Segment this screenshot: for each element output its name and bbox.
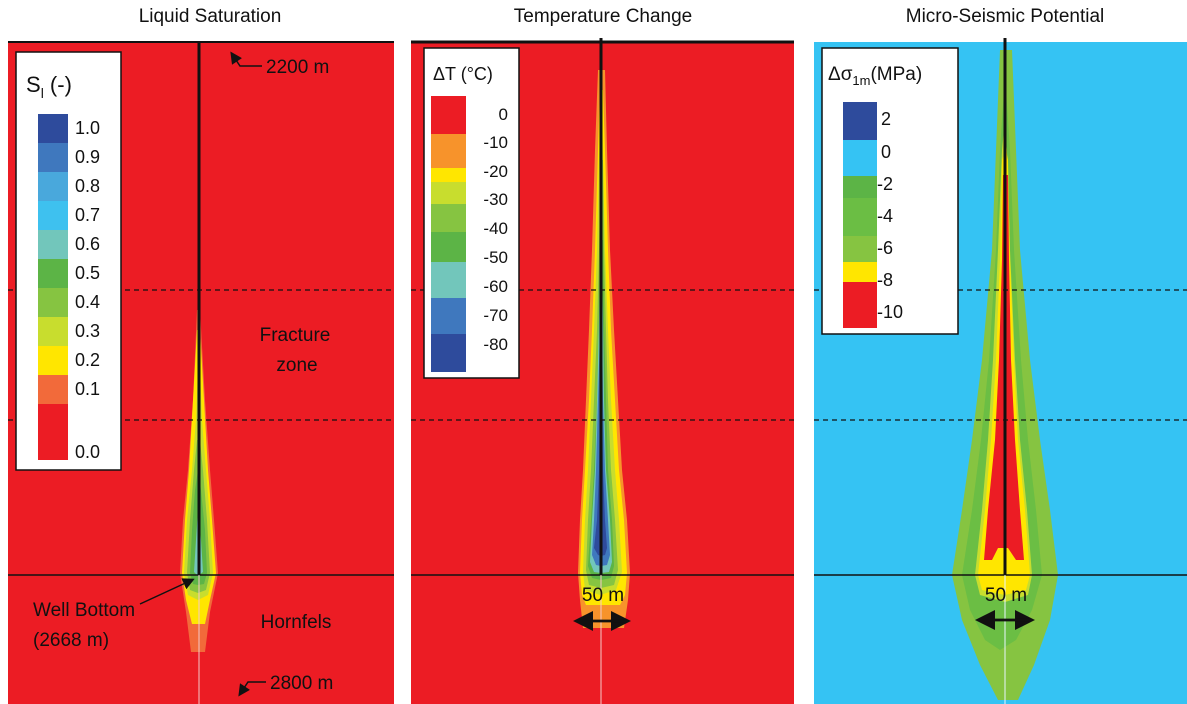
temperature-legend-title: ΔT (°C) <box>433 64 493 84</box>
saturation-legend-label: 0.0 <box>75 442 100 462</box>
saturation-legend-label: 0.8 <box>75 176 100 196</box>
fracture-zone-label: Fracture <box>260 325 331 346</box>
saturation-legend-label: 1.0 <box>75 118 100 138</box>
saturation-swatch-0.4-0.5 <box>38 259 68 288</box>
bottom-depth-arrow <box>238 681 266 697</box>
temperature-swatch-minus80 <box>431 334 466 372</box>
saturation-swatch-0.9-1.0 <box>38 114 68 143</box>
saturation-swatch-0.1-0.2 <box>38 346 68 375</box>
temperature-swatch-minus30 <box>431 182 466 204</box>
temperature-swatch-minus60 <box>431 262 466 298</box>
panel-title-temperature-change: Temperature Change <box>513 6 693 27</box>
saturation-swatch-0.5-0.6 <box>38 230 68 259</box>
temperature-legend-label: -50 <box>483 248 508 267</box>
temperature-legend-label: 0 <box>499 105 508 124</box>
saturation-legend-label: 0.2 <box>75 350 100 370</box>
micro-seismic-legend-label: 2 <box>881 109 891 129</box>
saturation-legend-label: 0.1 <box>75 379 100 399</box>
well-bottom-label: Well Bottom <box>33 600 135 621</box>
saturation-swatch-0.2-0.3 <box>38 317 68 346</box>
temperature-swatch-0 <box>431 96 466 134</box>
micro-seismic-legend-label: -8 <box>877 270 893 290</box>
micro-seismic-legend-label: -6 <box>877 238 893 258</box>
micro-seismic-swatch-minus4 <box>843 198 877 236</box>
micro-seismic-legend-label: 0 <box>881 142 891 162</box>
saturation-legend-box <box>15 51 122 471</box>
temperature-legend-label: -60 <box>483 277 508 296</box>
saturation-swatch-0.0-0.1 <box>38 375 68 404</box>
saturation-legend-label: 0.5 <box>75 263 100 283</box>
panel-micro-seismic-potential: Δσ1m(MPa) 2 0 -2 -4 -6 -8 -10 50 m <box>814 38 1187 704</box>
micro-seismic-swatch-2 <box>843 102 877 140</box>
saturation-legend-label: 0.3 <box>75 321 100 341</box>
well-bottom-depth-label: (2668 m) <box>33 630 109 651</box>
micro-seismic-legend-label: -2 <box>877 174 893 194</box>
fracture-zone-label: zone <box>276 355 317 376</box>
micro-seismic-legend-label: -4 <box>877 206 893 226</box>
saturation-legend-label: 0.9 <box>75 147 100 167</box>
bottom-depth-label: 2800 m <box>270 673 333 694</box>
micro-seismic-legend: Δσ1m(MPa) 2 0 -2 -4 -6 -8 -10 <box>821 47 959 335</box>
micro-seismic-legend-title: Δσ1m(MPa) <box>828 64 922 88</box>
temperature-scale-label: 50 m <box>582 585 624 606</box>
temperature-swatch-minus40 <box>431 204 466 232</box>
temperature-swatch-minus10 <box>431 134 466 168</box>
panel-liquid-saturation: Sl (-) 1.0 0.9 0.8 0.7 0.6 0.5 0.4 0.3 0… <box>8 41 394 704</box>
temperature-legend: ΔT (°C) 0 -10 -20 -30 -40 -50 -60 -70 -8… <box>423 47 520 379</box>
micro-seismic-swatch-minus10 <box>843 282 877 328</box>
temperature-swatch-minus20 <box>431 168 466 182</box>
micro-seismic-legend-label: -10 <box>877 302 903 322</box>
saturation-swatch-0.6-0.7 <box>38 201 68 230</box>
micro-seismic-swatch-minus2 <box>843 176 877 198</box>
micro-seismic-swatch-minus6 <box>843 236 877 262</box>
temperature-swatch-minus50 <box>431 232 466 262</box>
saturation-swatch-0.0 <box>38 404 68 460</box>
micro-seismic-scale-label: 50 m <box>985 585 1027 606</box>
panel-temperature-change: ΔT (°C) 0 -10 -20 -30 -40 -50 -60 -70 -8… <box>411 38 794 704</box>
top-depth-arrow <box>230 51 262 67</box>
temperature-legend-label: -80 <box>483 335 508 354</box>
temperature-legend-label: -30 <box>483 190 508 209</box>
temperature-legend-label: -10 <box>483 133 508 152</box>
saturation-swatch-0.3-0.4 <box>38 288 68 317</box>
top-depth-label: 2200 m <box>266 57 329 78</box>
saturation-legend-label: 0.7 <box>75 205 100 225</box>
temperature-legend-label: -40 <box>483 219 508 238</box>
panel-title-liquid-saturation: Liquid Saturation <box>138 6 282 27</box>
temperature-legend-label: -20 <box>483 162 508 181</box>
saturation-legend-label: 0.6 <box>75 234 100 254</box>
well-bottom-arrow <box>139 578 195 605</box>
temperature-swatch-minus70 <box>431 298 466 334</box>
saturation-legend-label: 0.4 <box>75 292 100 312</box>
hornfels-label: Hornfels <box>261 612 332 633</box>
saturation-swatch-0.8-0.9 <box>38 143 68 172</box>
temperature-legend-label: -70 <box>483 306 508 325</box>
saturation-swatch-0.7-0.8 <box>38 172 68 201</box>
panel-title-micro-seismic-potential: Micro-Seismic Potential <box>905 6 1105 27</box>
saturation-legend-title: Sl (-) <box>26 72 72 101</box>
micro-seismic-swatch-0 <box>843 140 877 176</box>
saturation-legend: Sl (-) 1.0 0.9 0.8 0.7 0.6 0.5 0.4 0.3 0… <box>15 51 122 471</box>
micro-seismic-swatch-minus8 <box>843 262 877 282</box>
